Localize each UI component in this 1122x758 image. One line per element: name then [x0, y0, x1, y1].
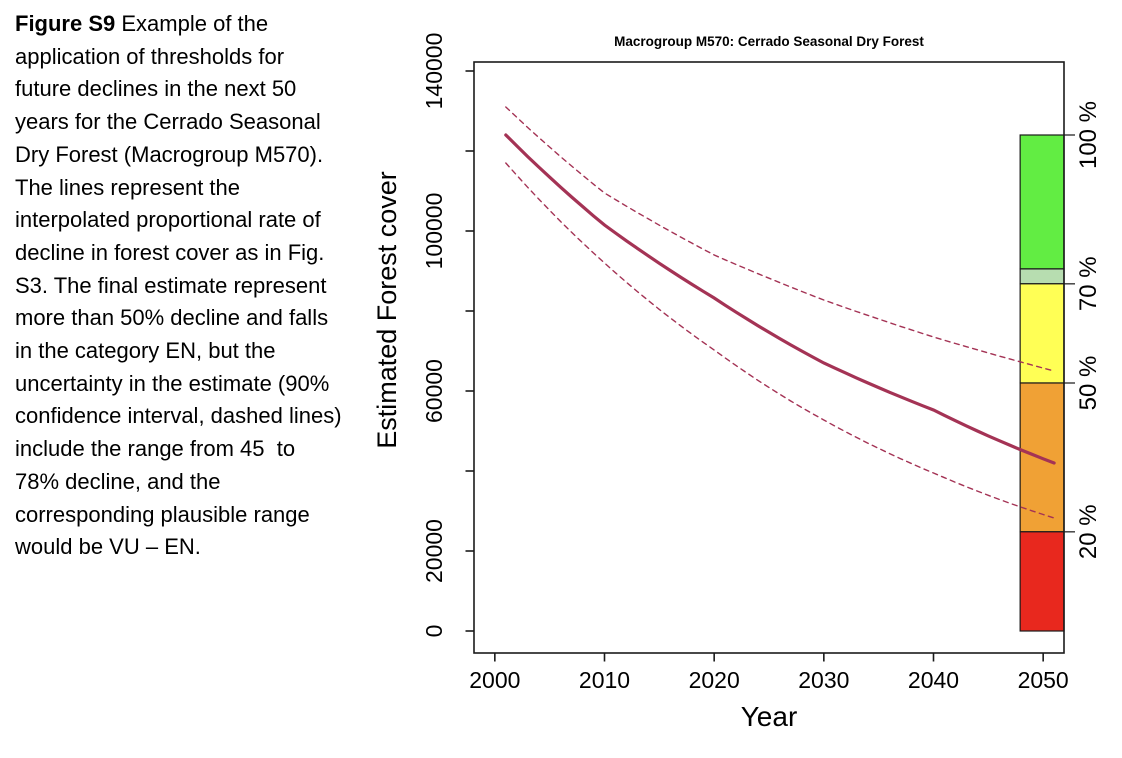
- threshold-segment-yellow: [1019, 283, 1065, 384]
- figure-label: Figure S9: [15, 11, 116, 36]
- y-tick-label: 60000: [421, 359, 447, 423]
- threshold-segment-red: [1019, 531, 1065, 632]
- caption-line: interpolated proportional rate of: [15, 207, 321, 233]
- y-tick-label: 140000: [421, 33, 447, 110]
- caption-line: future declines in the next 50: [15, 76, 297, 102]
- caption-line: uncertainty in the estimate (90%: [15, 370, 330, 396]
- chart-title: Macrogroup M570: Cerrado Seasonal Dry Fo…: [614, 34, 924, 49]
- percent-tick-label: 70 %: [1075, 256, 1102, 311]
- caption-text: Example of the: [121, 11, 269, 36]
- percent-tick-label: 20 %: [1075, 504, 1102, 559]
- caption-line: 78% decline, and the: [15, 468, 221, 494]
- x-tick-label: 2040: [908, 667, 959, 693]
- caption-line: corresponding plausible range: [15, 501, 310, 527]
- caption-line: confidence interval, dashed lines): [15, 403, 342, 429]
- y-tick-label: 0: [421, 625, 447, 638]
- plot-box: [473, 61, 1065, 654]
- x-tick-label: 2010: [579, 667, 630, 693]
- x-axis-title: Year: [741, 701, 798, 732]
- x-tick-label: 2030: [798, 667, 849, 693]
- caption-line: S3. The final estimate represent: [15, 272, 327, 298]
- series-upper-90ci: [505, 106, 1055, 372]
- y-tick-label: 100000: [421, 193, 447, 270]
- caption-line: application of thresholds for: [15, 43, 285, 69]
- caption-line: include the range from 45 to: [15, 436, 296, 462]
- figure-caption: Figure S9 Example of the application of …: [15, 8, 390, 564]
- x-tick-label: 2050: [1018, 667, 1069, 693]
- x-tick-label: 2000: [469, 667, 520, 693]
- percent-tick-label: 50 %: [1075, 356, 1102, 411]
- series-estimate: [504, 133, 1056, 465]
- y-tick-label: 20000: [421, 519, 447, 583]
- percent-tick-label: 100 %: [1075, 101, 1102, 169]
- caption-line: Figure S9 Example of the: [15, 8, 390, 41]
- caption-line: The lines represent the: [15, 174, 241, 200]
- caption-line: would be VU – EN.: [15, 534, 201, 560]
- caption-line: decline in forest cover as in Fig.: [15, 239, 325, 265]
- caption-line: in the category EN, but the: [15, 338, 276, 364]
- threshold-segment-green: [1019, 134, 1065, 270]
- caption-line: more than 50% decline and falls: [15, 305, 329, 331]
- caption-line: Dry Forest (Macrogroup M570).: [15, 141, 324, 167]
- y-axis-title: Estimated Forest cover: [372, 171, 402, 449]
- caption-line: years for the Cerrado Seasonal: [15, 109, 321, 135]
- series-lower-90ci: [505, 162, 1055, 519]
- x-tick-label: 2020: [689, 667, 740, 693]
- threshold-segment-pale-green: [1019, 268, 1065, 285]
